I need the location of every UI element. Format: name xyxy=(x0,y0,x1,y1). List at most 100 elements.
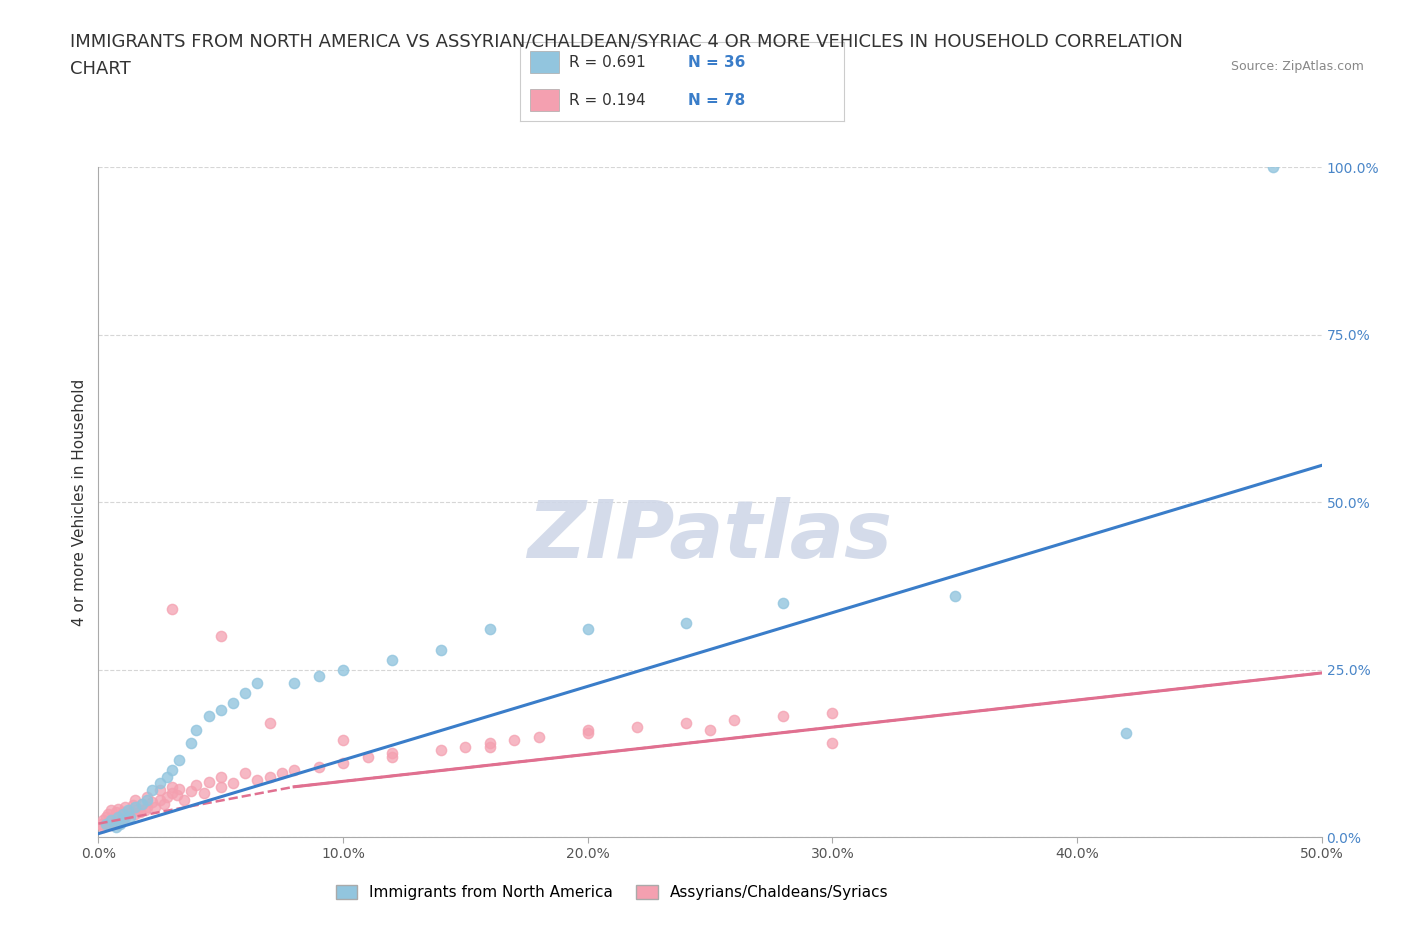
Point xyxy=(160,779,183,794)
Point xyxy=(332,733,354,748)
Point xyxy=(117,806,139,821)
Point xyxy=(186,777,208,792)
Point xyxy=(104,819,127,834)
Point xyxy=(576,723,599,737)
Point xyxy=(124,806,146,821)
Point xyxy=(259,769,281,784)
Point xyxy=(478,739,501,754)
Y-axis label: 4 or more Vehicles in Household: 4 or more Vehicles in Household xyxy=(72,379,87,626)
Point xyxy=(503,733,526,748)
Point xyxy=(136,792,159,807)
Point xyxy=(283,675,305,690)
Point xyxy=(100,817,122,832)
Point xyxy=(193,786,215,801)
Point xyxy=(209,702,232,717)
Text: R = 0.194: R = 0.194 xyxy=(568,93,645,108)
Point xyxy=(197,709,219,724)
Point xyxy=(478,736,501,751)
Point xyxy=(332,756,354,771)
Point xyxy=(723,712,745,727)
Point xyxy=(156,790,179,804)
Point xyxy=(259,716,281,731)
Point xyxy=(197,775,219,790)
Point xyxy=(101,815,124,830)
Point xyxy=(675,716,697,731)
Point xyxy=(91,813,114,828)
Point xyxy=(943,589,966,604)
Point xyxy=(100,813,122,828)
Point xyxy=(381,652,404,667)
Point xyxy=(576,622,599,637)
Point xyxy=(94,817,117,831)
Point xyxy=(107,802,129,817)
Point xyxy=(110,813,132,828)
Point xyxy=(111,806,134,821)
Point xyxy=(246,675,269,690)
Point xyxy=(626,719,648,734)
Point xyxy=(111,804,134,819)
Point xyxy=(149,776,172,790)
Point xyxy=(173,792,195,807)
Point xyxy=(129,804,152,819)
Point xyxy=(233,685,256,700)
Point xyxy=(153,796,176,811)
Point xyxy=(381,750,404,764)
Legend: Immigrants from North America, Assyrians/Chaldeans/Syriacs: Immigrants from North America, Assyrians… xyxy=(330,879,894,907)
Point xyxy=(94,809,117,824)
Point xyxy=(160,602,183,617)
Text: IMMIGRANTS FROM NORTH AMERICA VS ASSYRIAN/CHALDEAN/SYRIAC 4 OR MORE VEHICLES IN : IMMIGRANTS FROM NORTH AMERICA VS ASSYRIA… xyxy=(70,33,1184,50)
Point xyxy=(117,803,139,817)
Point xyxy=(772,595,794,610)
Point xyxy=(160,786,183,801)
Point xyxy=(149,783,172,798)
Point xyxy=(120,809,142,824)
Point xyxy=(283,763,305,777)
Point xyxy=(1261,160,1284,175)
Point xyxy=(111,813,134,828)
Point xyxy=(381,746,404,761)
Point xyxy=(104,804,127,819)
Point xyxy=(332,662,354,677)
Point xyxy=(141,783,163,798)
Point xyxy=(134,803,156,817)
Point xyxy=(209,779,232,794)
Point xyxy=(430,642,453,657)
Point xyxy=(270,766,294,781)
Point xyxy=(430,742,453,757)
Point xyxy=(141,795,163,810)
Point xyxy=(136,800,159,815)
Point xyxy=(131,796,153,811)
Point xyxy=(107,809,129,824)
Point xyxy=(222,696,245,711)
Point xyxy=(356,750,378,764)
Point xyxy=(180,784,202,799)
Point xyxy=(180,736,202,751)
Point xyxy=(143,800,166,815)
Point xyxy=(124,800,146,815)
Point xyxy=(104,813,127,828)
Text: N = 36: N = 36 xyxy=(689,55,745,70)
Point xyxy=(111,811,134,826)
Point xyxy=(699,723,721,737)
Point xyxy=(107,817,129,831)
Text: Source: ZipAtlas.com: Source: ZipAtlas.com xyxy=(1230,60,1364,73)
Text: ZIPatlas: ZIPatlas xyxy=(527,497,893,575)
Point xyxy=(166,788,188,803)
Point xyxy=(91,819,114,834)
Bar xyxy=(530,89,560,112)
Point xyxy=(97,806,120,821)
Point xyxy=(222,776,245,790)
Point xyxy=(110,808,132,823)
Point xyxy=(100,803,122,817)
Point xyxy=(308,759,330,774)
Point xyxy=(209,629,232,644)
Point xyxy=(576,725,599,740)
Point xyxy=(186,723,208,737)
Point xyxy=(136,790,159,804)
Point xyxy=(209,769,232,784)
Bar xyxy=(530,51,560,73)
Point xyxy=(101,811,124,826)
Text: N = 78: N = 78 xyxy=(689,93,745,108)
Point xyxy=(233,766,256,781)
Point xyxy=(156,769,179,784)
